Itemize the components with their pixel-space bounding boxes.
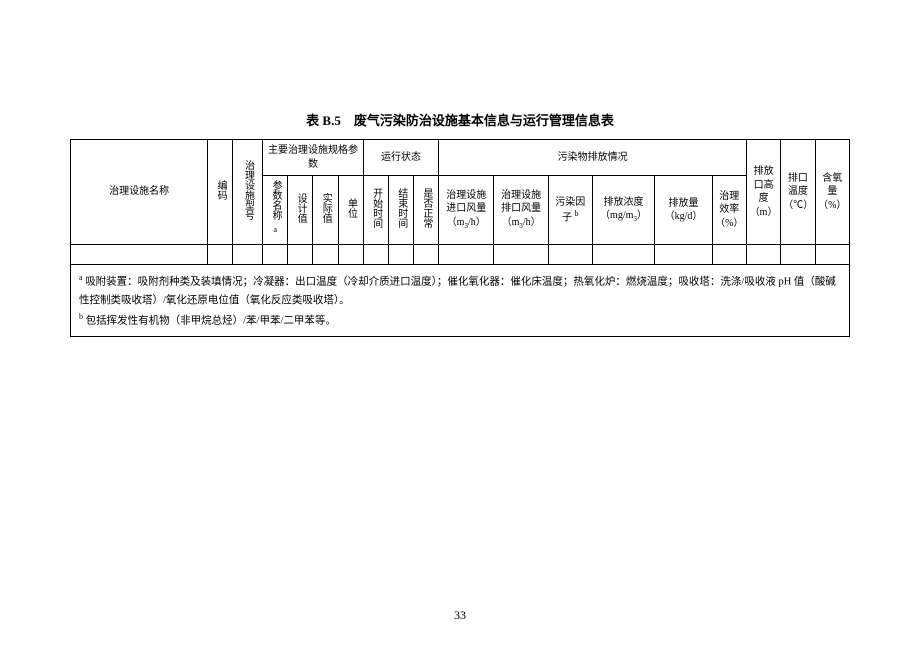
footnote-row: a 吸附装置：吸附剂种类及装填情况；冷凝器：出口温度（冷却介质进口温度）；催化氧… [71,265,850,337]
th-emission-conc: 排放浓度（mg/m3） [592,176,655,245]
th-design-value: 设计值 [288,176,313,245]
page-number: 33 [0,608,920,623]
th-outlet-temp: 排口温度（℃） [781,140,815,245]
th-code: 编码 [208,140,233,245]
th-main-spec: 主要治理设施规格参数 [263,140,364,176]
th-is-normal: 是否正常 [414,176,439,245]
th-outlet-wind: 治理设施排口风量（m3/h） [494,176,549,245]
header-row-1: 治理设施名称 编码 治理设施型号 主要治理设施规格参数 运行状态 污染物排放情况… [71,140,850,176]
th-outlet-height: 排放口高度（m） [746,140,780,245]
footnote-b: 包括挥发性有机物（非甲烷总烃）/苯/甲苯/二甲苯等。 [86,315,336,326]
th-model: 治理设施型号 [233,140,263,245]
th-pollutant-factor: 污染因子 b [549,176,592,245]
th-inlet-wind: 治理设施进口风量（m3/h） [439,176,494,245]
th-unit: 单位 [338,176,363,245]
main-table: 治理设施名称 编码 治理设施型号 主要治理设施规格参数 运行状态 污染物排放情况… [70,139,850,337]
th-param-name: 参数名称a [263,176,288,245]
th-facility-name: 治理设施名称 [71,140,208,245]
table-title: 表 B.5 废气污染防治设施基本信息与运行管理信息表 [70,110,850,129]
th-treat-eff: 治理效率（%） [712,176,746,245]
th-run-status: 运行状态 [363,140,438,176]
th-actual-value: 实际值 [313,176,338,245]
th-end-time: 结束时间 [388,176,413,245]
data-row [71,245,850,265]
th-oxygen: 含氧量（%） [815,140,849,245]
th-emission-amount: 排放量（kg/d） [655,176,712,245]
footnote-cell: a 吸附装置：吸附剂种类及装填情况；冷凝器：出口温度（冷却介质进口温度）；催化氧… [71,265,850,337]
footnote-a: 吸附装置：吸附剂种类及装填情况；冷凝器：出口温度（冷却介质进口温度）；催化氧化器… [79,277,836,306]
th-start-time: 开始时间 [363,176,388,245]
th-emission-status: 污染物排放情况 [439,140,747,176]
